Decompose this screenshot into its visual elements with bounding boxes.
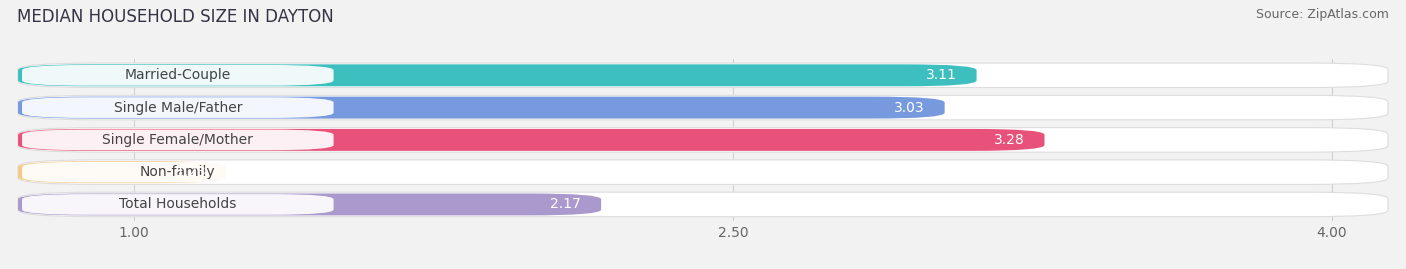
FancyBboxPatch shape [18,63,1388,88]
FancyBboxPatch shape [18,192,1388,217]
FancyBboxPatch shape [18,128,1388,152]
FancyBboxPatch shape [18,97,945,119]
Text: Single Female/Mother: Single Female/Mother [103,133,253,147]
FancyBboxPatch shape [18,160,1388,185]
FancyBboxPatch shape [18,129,1045,151]
FancyBboxPatch shape [22,130,333,150]
Text: MEDIAN HOUSEHOLD SIZE IN DAYTON: MEDIAN HOUSEHOLD SIZE IN DAYTON [17,8,333,26]
Text: Total Households: Total Households [120,197,236,211]
Text: 2.17: 2.17 [550,197,581,211]
FancyBboxPatch shape [22,97,333,118]
FancyBboxPatch shape [22,194,333,215]
Text: Non-family: Non-family [141,165,215,179]
FancyBboxPatch shape [18,64,977,86]
Text: Source: ZipAtlas.com: Source: ZipAtlas.com [1256,8,1389,21]
Text: Married-Couple: Married-Couple [125,68,231,82]
FancyBboxPatch shape [22,65,333,86]
Text: 3.11: 3.11 [925,68,956,82]
FancyBboxPatch shape [18,95,1388,120]
Text: 3.03: 3.03 [894,101,925,115]
Text: Single Male/Father: Single Male/Father [114,101,242,115]
FancyBboxPatch shape [22,162,333,182]
FancyBboxPatch shape [18,193,602,215]
Text: 1.23: 1.23 [174,165,205,179]
Text: 3.28: 3.28 [994,133,1025,147]
FancyBboxPatch shape [18,161,226,183]
